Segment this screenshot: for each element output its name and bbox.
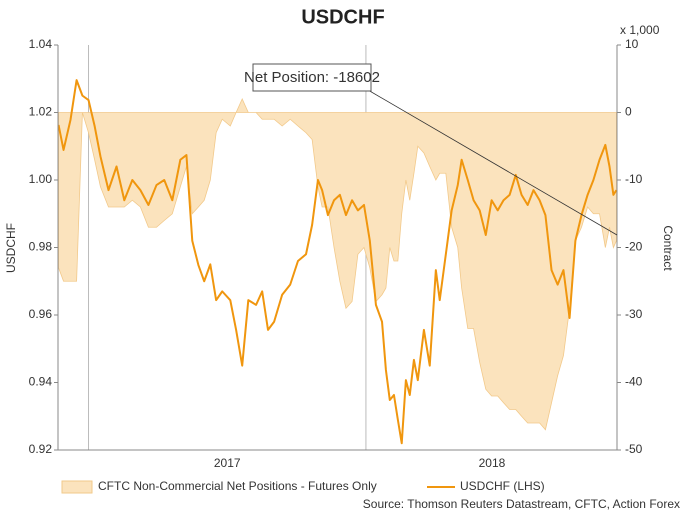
y-tick-label: 0.98 <box>29 240 53 254</box>
legend-swatch <box>61 480 93 494</box>
y2-tick-label: 0 <box>625 105 632 119</box>
annotation-box <box>252 63 372 92</box>
annotation-leader <box>367 89 618 236</box>
plot-area: 2017 2018 0.92 0.94 0.96 0.98 1.00 1.02 1.04 -50 -… <box>29 37 643 470</box>
area-series <box>58 98 617 431</box>
y-tick-label: 1.00 <box>29 172 53 186</box>
y-axis-label: USDCHF <box>4 223 18 273</box>
x-tick-label: 2017 <box>214 456 241 470</box>
line-series <box>57 79 618 445</box>
y-tick-label: 0.96 <box>29 307 53 321</box>
x-tick-label: 2018 <box>479 456 506 470</box>
y-tick-label: 0.92 <box>29 442 53 456</box>
legend-label: USDCHF (LHS) <box>460 479 545 493</box>
y-tick-label: 1.02 <box>29 105 53 119</box>
annotation: Net Position: -18602 <box>244 69 380 86</box>
legend-label: CFTC Non-Commercial Net Positions - Futu… <box>98 479 377 493</box>
y2-tick-label: -50 <box>625 442 643 456</box>
y2-tick-label: 10 <box>625 37 639 51</box>
y-tick-label: 0.94 <box>29 375 53 389</box>
chart-title: USDCHF <box>301 6 384 28</box>
y2-tick-label: -20 <box>625 240 643 254</box>
y-tick-label: 1.04 <box>29 37 53 51</box>
y2-unit: x 1,000 <box>620 23 660 37</box>
y2-axis-label: Contract <box>661 225 675 271</box>
y2-tick-label: -30 <box>625 307 643 321</box>
source-note: Source: Thomson Reuters Datastream, CFTC… <box>363 497 680 511</box>
y2-tick-label: -40 <box>625 375 643 389</box>
y2-tick-label: -10 <box>625 172 643 186</box>
